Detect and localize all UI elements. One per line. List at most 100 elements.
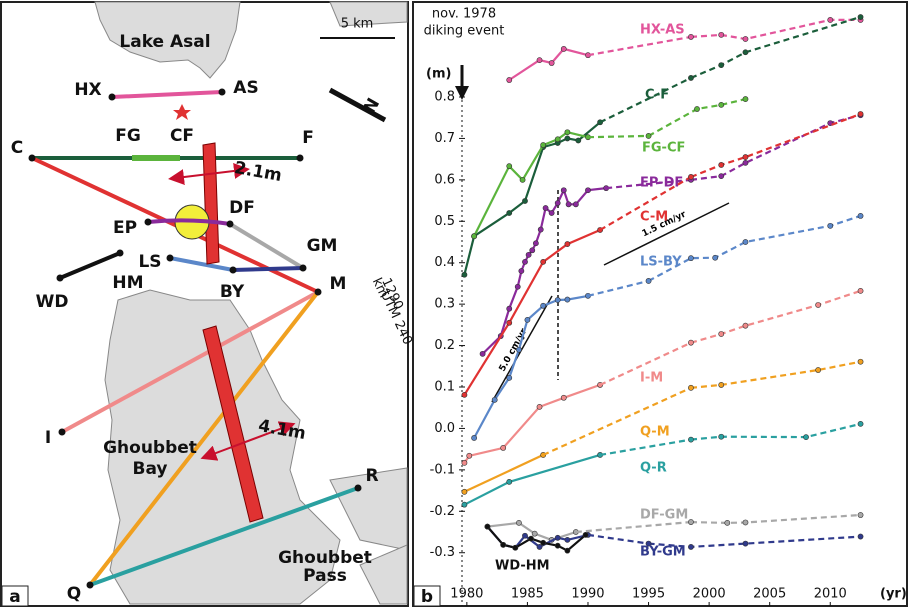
data-point [857, 358, 864, 365]
station-label: I [45, 428, 51, 448]
station-label: GM [307, 236, 338, 256]
data-point [857, 420, 864, 427]
lake [94, 1, 241, 79]
map-label: Lake Asal [119, 32, 210, 52]
series-connector [587, 533, 649, 545]
data-point [471, 435, 478, 441]
data-point [500, 444, 507, 451]
opening-arrow [168, 163, 250, 185]
data-point [688, 34, 694, 40]
series-line [690, 422, 861, 441]
data-point [718, 433, 725, 440]
data-point [540, 258, 547, 265]
data-point [688, 339, 694, 346]
station-label: BY [220, 282, 245, 302]
series-label: DF-GM [640, 508, 688, 523]
data-point [742, 36, 749, 42]
data-point [564, 135, 571, 142]
station-label: FG [115, 126, 141, 146]
data-point [827, 222, 834, 229]
data-point [815, 302, 822, 308]
series-line [463, 453, 544, 493]
x-axis-label: (yr) [880, 587, 907, 602]
series-connector [606, 178, 692, 190]
data-point [525, 251, 532, 258]
rate-line [603, 202, 730, 266]
data-point [554, 534, 561, 541]
data-point [554, 200, 561, 206]
data-point [803, 434, 809, 441]
data-point [718, 382, 725, 388]
data-point [857, 212, 864, 219]
series-connector [599, 438, 692, 457]
map-label: Pass [303, 566, 347, 586]
series-line [690, 289, 861, 344]
series-line [690, 114, 861, 181]
data-point [718, 101, 725, 108]
data-point [742, 159, 749, 166]
data-point [565, 201, 572, 208]
baseline [169, 256, 234, 272]
panel-box [413, 585, 441, 607]
station-label: WD [36, 292, 69, 312]
data-point [540, 302, 547, 309]
station-label: R [365, 466, 378, 486]
baseline [59, 251, 121, 280]
chart-frame [412, 1, 908, 607]
data-point [522, 532, 528, 539]
data-point [461, 488, 468, 495]
annotation: diking event [424, 24, 505, 39]
series-line [648, 98, 746, 137]
y-tick-label: -0.3 [430, 545, 455, 560]
event-arrow-head [455, 86, 469, 100]
data-point [506, 319, 513, 326]
x-tick-label: 2000 [693, 587, 726, 602]
series-label: BY-GM [640, 545, 686, 560]
data-point [540, 539, 547, 546]
x-tick-label: 2010 [814, 587, 847, 602]
data-point [724, 519, 731, 526]
data-point [712, 254, 719, 261]
data-point [524, 316, 531, 323]
x-tick-label: 1990 [571, 587, 604, 602]
data-point [514, 283, 521, 290]
data-point [718, 31, 725, 38]
data-point [461, 391, 468, 398]
y-tick-label: 0.2 [434, 338, 455, 353]
data-point [471, 233, 478, 240]
data-point [554, 297, 561, 303]
y-tick-label: 0.7 [434, 131, 455, 146]
data-point [718, 62, 725, 68]
data-point [540, 142, 547, 148]
data-point [564, 536, 571, 543]
data-point [536, 403, 543, 410]
station-label: LS [138, 252, 161, 272]
data-point [857, 287, 864, 294]
data-point [645, 278, 652, 284]
map-label: Ghoubbet [103, 438, 197, 458]
sea [359, 544, 408, 605]
data-point [554, 136, 561, 143]
y-tick-label: 0.6 [434, 172, 455, 187]
data-point [560, 394, 567, 401]
panel-box [1, 585, 29, 607]
baseline [61, 290, 319, 434]
station-label: C [11, 138, 23, 158]
series-label: I-M [640, 371, 663, 386]
data-point [560, 46, 567, 52]
data-point [815, 367, 822, 373]
series-label: WD-HM [495, 559, 550, 574]
star [173, 104, 191, 120]
data-point [554, 542, 561, 549]
y-tick-label: -0.2 [430, 504, 455, 519]
series-label: Q-R [640, 461, 667, 476]
data-point [542, 205, 549, 211]
data-point [512, 544, 519, 551]
data-point [560, 187, 567, 194]
data-point [742, 322, 749, 329]
series-connector [599, 76, 692, 124]
baseline [228, 222, 305, 270]
data-point [742, 239, 749, 245]
data-point [461, 459, 468, 466]
